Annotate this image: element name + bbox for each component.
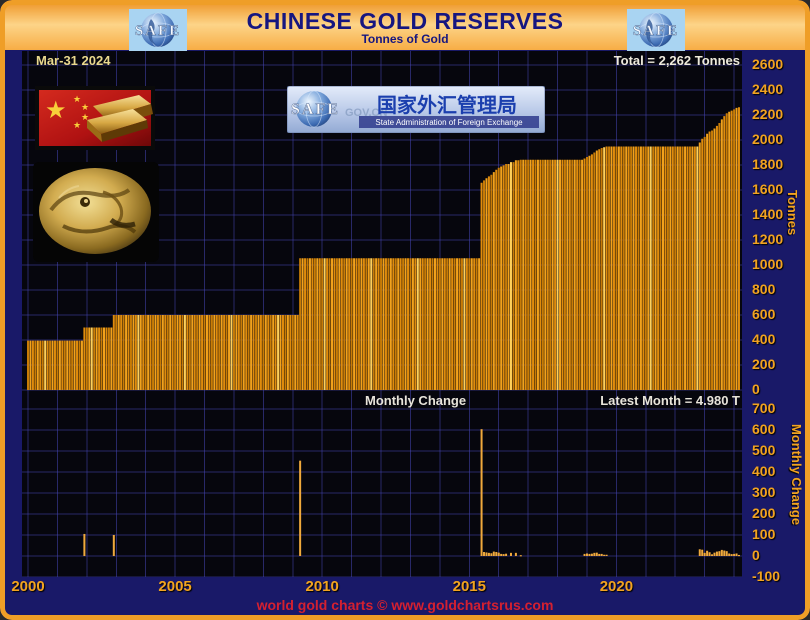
tonnes-axis-tick: 1800	[752, 156, 784, 172]
safe-banner-image: SAFE GOV.CN 国家外汇管理局 State Administration…	[287, 86, 545, 133]
as-of-date-label: Mar-31 2024	[36, 53, 111, 68]
tonnes-axis-tick: 2200	[752, 106, 784, 122]
tonnes-axis-tick: 800	[752, 281, 776, 297]
monthly-change-axis-tick: 700	[752, 400, 776, 416]
y-axis-label-tonnes: Tonnes	[785, 190, 800, 236]
tonnes-axis-tick: 1600	[752, 181, 784, 197]
svg-text:SAFE: SAFE	[633, 23, 679, 39]
svg-text:★: ★	[81, 102, 89, 112]
gold-reserves-chart	[22, 51, 742, 577]
svg-text:SAFE: SAFE	[135, 23, 181, 39]
source-credit: world gold charts © www.goldchartsrus.co…	[256, 597, 554, 613]
monthly-change-axis-tick: 100	[752, 526, 776, 542]
flag-big-star: ★	[45, 97, 67, 124]
monthly-change-axis-tick: 600	[752, 421, 776, 437]
banner-chinese-name: 国家外汇管理局	[377, 93, 517, 117]
latest-month-label: Latest Month = 4.980 T	[600, 393, 740, 408]
header: SAFE CHINESE GOLD RESERVES Tonnes of Gol…	[4, 4, 806, 51]
safe-logo-icon: SAFE	[129, 9, 187, 51]
monthly-change-axis-tick: 300	[752, 484, 776, 500]
monthly-change-title: Monthly Change	[365, 393, 467, 408]
svg-text:★: ★	[73, 94, 81, 104]
svg-text:★: ★	[73, 120, 81, 130]
monthly-change-axis-tick: 0	[752, 547, 760, 563]
tonnes-axis-tick: 2400	[752, 81, 784, 97]
tonnes-axis-tick: 2000	[752, 131, 784, 147]
year-axis-tick: 2005	[158, 578, 192, 595]
monthly-change-axis-tick: 400	[752, 463, 776, 479]
tonnes-axis-tick: 0	[752, 381, 760, 397]
page-subtitle: Tonnes of Gold	[361, 32, 449, 46]
svg-text:★: ★	[81, 112, 89, 122]
tonnes-axis-tick: 600	[752, 306, 776, 322]
tonnes-axis-tick: 400	[752, 331, 776, 347]
banner-english-name: State Administration of Foreign Exchange	[375, 118, 523, 127]
monthly-change-axis-tick: 500	[752, 442, 776, 458]
gold-dragon-carving-image	[33, 162, 159, 262]
tonnes-axis-tick: 2600	[752, 56, 784, 72]
tonnes-axis-tick: 1000	[752, 256, 784, 272]
year-axis-tick: 2000	[11, 578, 45, 595]
year-axis-tick: 2010	[305, 578, 339, 595]
monthly-change-axis-tick: -100	[752, 568, 781, 584]
total-tonnes-label: Total = 2,262 Tonnes	[613, 53, 740, 68]
tonnes-axis-tick: 1200	[752, 231, 784, 247]
y-axis-label-monthly-change: Monthly Change	[789, 424, 804, 526]
tonnes-axis-tick: 1400	[752, 206, 784, 222]
tonnes-axis-tick: 200	[752, 356, 776, 372]
monthly-change-axis-tick: 200	[752, 505, 776, 521]
banner-safe-text: SAFE	[291, 101, 340, 118]
china-flag-gold-bars-image: ★ ★ ★ ★ ★	[35, 86, 155, 150]
page-title: CHINESE GOLD RESERVES	[246, 8, 564, 34]
year-axis-tick: 2020	[599, 578, 634, 595]
year-axis-tick: 2015	[452, 578, 486, 595]
safe-logo-icon: SAFE	[627, 9, 685, 51]
